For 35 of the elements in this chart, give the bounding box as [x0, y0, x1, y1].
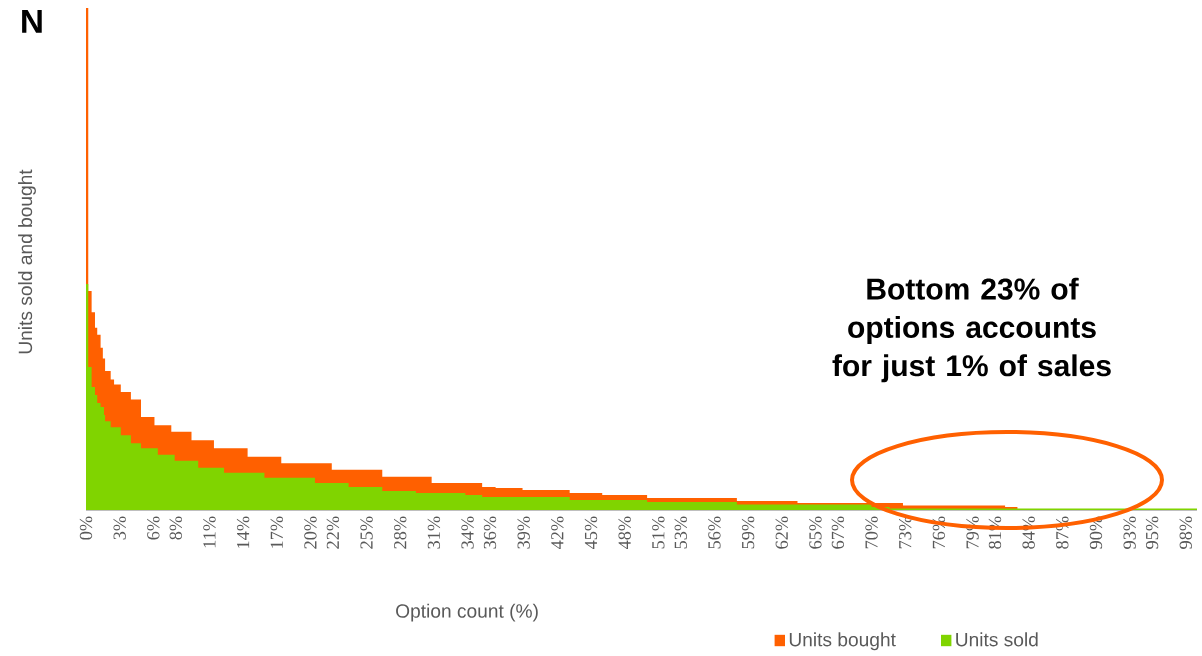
x-tick-label: 22% — [326, 516, 340, 549]
text: N — [22, 9, 42, 33]
annotation: Bottom 23% of options accounts for just 1% of sales — [832, 277, 1111, 383]
x-tick-label: 56% — [708, 516, 721, 549]
x-tick-label: 6% — [147, 516, 160, 540]
legend-label: Units bought — [789, 632, 896, 651]
legend-label: Units sold — [956, 632, 1038, 647]
x-tick-label: 8% — [169, 516, 182, 540]
x-tick-label: 53% — [674, 516, 687, 549]
x-tick-label: 28% — [394, 516, 407, 549]
x-tick-label: 51% — [652, 516, 665, 549]
x-tick-label: 95% — [1145, 516, 1159, 549]
x-tick-label: 98% — [1179, 516, 1192, 549]
x-tick-label: 70% — [865, 516, 878, 549]
x-tick-label: 11% — [203, 516, 216, 548]
y-axis-title: Units sold and bought — [18, 169, 36, 354]
x-tick-label: 93% — [1123, 516, 1136, 549]
x-tick-label: 36% — [483, 516, 497, 549]
x-tick-label: 14% — [236, 516, 250, 548]
x-tick-label: 45% — [584, 516, 598, 550]
x-tick-label: 3% — [113, 516, 126, 540]
x-tick-label: 0% — [79, 516, 93, 540]
x-tick-label: 62% — [775, 516, 788, 549]
x-tick-label: 39% — [517, 516, 530, 549]
x-tick-label: 25% — [360, 516, 373, 549]
x-tick-label: 31% — [427, 516, 441, 549]
x-tick-label: 17% — [270, 516, 283, 548]
x-tick-label: 67% — [831, 516, 845, 549]
x-axis-title: Option count (%) — [396, 603, 538, 622]
x-tick-label: 20% — [304, 516, 317, 549]
x-tick-label: 59% — [741, 516, 755, 549]
x-tick-label: 48% — [618, 516, 631, 550]
x-tick-label: 34% — [461, 516, 474, 549]
x-tick-label: 65% — [809, 516, 822, 549]
x-tick-label: 42% — [551, 516, 564, 550]
